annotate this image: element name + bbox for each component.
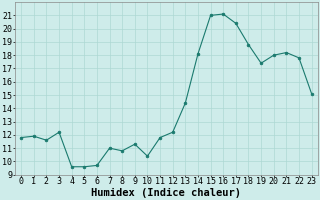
X-axis label: Humidex (Indice chaleur): Humidex (Indice chaleur): [92, 188, 241, 198]
